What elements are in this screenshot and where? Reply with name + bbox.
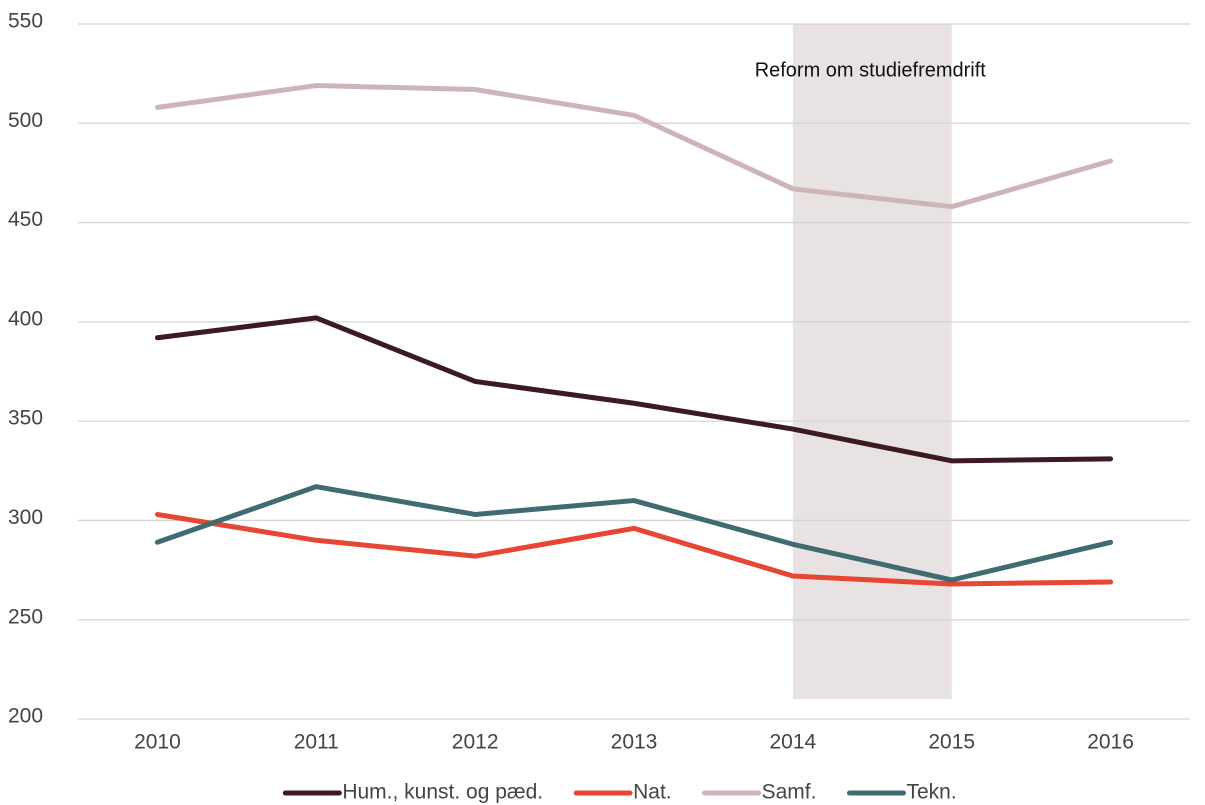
grid-layer	[78, 23, 1190, 720]
x-tick-label: 2012	[452, 731, 499, 754]
legend-label: Hum., kunst. og pæd.	[342, 781, 543, 804]
legend-label: Samf.	[762, 781, 817, 804]
y-tick-label: 350	[8, 407, 43, 430]
x-tick-label: 2015	[928, 731, 975, 754]
line-layer	[154, 83, 1114, 587]
y-tick-label: 300	[8, 506, 43, 529]
legend-label: Tekn.	[906, 781, 956, 804]
series-line	[154, 83, 1114, 210]
x-tick-label: 2014	[769, 731, 816, 754]
legend-label: Nat.	[633, 781, 672, 804]
x-tick-label: 2010	[134, 731, 181, 754]
series-line	[154, 315, 1114, 464]
series-line	[154, 484, 1114, 583]
annotation: Reform om studiefremdrift	[755, 59, 987, 81]
reform-span	[792, 24, 952, 700]
y-tick-label: 200	[8, 705, 43, 728]
series-line	[154, 511, 1114, 587]
text-layer: 200 250 300 350 400 450 500 550 2010 2011 2012 2013…	[8, 10, 1134, 804]
y-tick-label: 550	[8, 10, 43, 33]
x-tick-label: 2011	[294, 731, 339, 754]
y-tick-label: 450	[8, 208, 43, 231]
background-layer	[792, 24, 952, 700]
y-tick-label: 400	[8, 307, 43, 330]
x-tick-label: 2013	[611, 731, 658, 754]
y-tick-label: 250	[8, 605, 43, 628]
y-tick-label: 500	[8, 109, 43, 132]
x-tick-label: 2016	[1087, 731, 1134, 754]
